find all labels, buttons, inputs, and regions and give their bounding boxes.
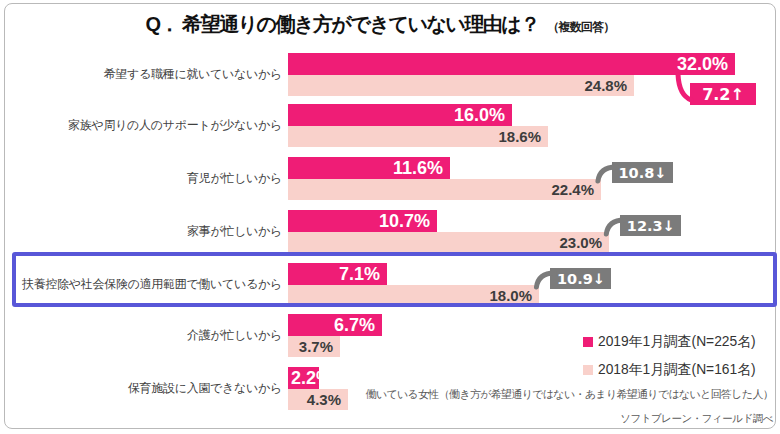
value-label-2018: 22.4% xyxy=(551,179,594,200)
legend-item-2018: 2018年1月調査(N=161名) xyxy=(583,361,756,379)
category-label: 育児が忙しいから xyxy=(187,157,282,200)
value-label-2018: 3.7% xyxy=(299,336,333,357)
change-badge: 7.2↑ xyxy=(690,83,756,105)
value-label-2018: 18.6% xyxy=(498,126,541,147)
value-label-2019: 10.7% xyxy=(379,210,430,232)
value-label-2019: 11.6% xyxy=(393,157,443,179)
bar-2019: 32.0% xyxy=(288,53,735,75)
value-label-2019: 6.7% xyxy=(334,314,375,336)
value-label-2018: 23.0% xyxy=(559,232,602,253)
legend-item-2019: 2019年1月調査(N=225名) xyxy=(583,333,756,351)
bar-2018: 23.0% xyxy=(288,232,609,253)
bar-2019: 11.6% xyxy=(288,157,450,179)
value-label-2018: 24.8% xyxy=(584,75,627,96)
page-title: Q． 希望通りの働き方ができていない理由は？ xyxy=(146,13,539,35)
category-label: 家事が忙しいから xyxy=(187,210,282,253)
bar-2018: 24.8% xyxy=(288,75,634,96)
category-label: 介護が忙しいから xyxy=(187,314,282,357)
value-label-2019: 2.2% xyxy=(291,367,319,389)
bar-2018: 3.7% xyxy=(288,336,340,357)
bar-2018: 18.6% xyxy=(288,126,548,147)
category-label: 家族や周りの人のサポートが少ないから xyxy=(68,104,282,147)
legend-swatch-2019 xyxy=(583,337,593,347)
change-badge: 10.8↓ xyxy=(612,162,673,183)
chart-title-row: Q． 希望通りの働き方ができていない理由は？ （複数回答） xyxy=(0,11,760,38)
bar-2019: 6.7% xyxy=(288,314,382,336)
credit: ソフトブレーン・フィールド調べ xyxy=(620,412,773,426)
bar-2019: 2.2% xyxy=(288,367,319,389)
bar-2019: 10.7% xyxy=(288,210,437,232)
footnote: 働いている女性（働き方が希望通りではない・あまり希望通りではないと回答した人） xyxy=(366,387,773,402)
category-label: 希望する職種に就いていないから xyxy=(104,53,282,96)
bar-2019: 16.0% xyxy=(288,104,512,126)
change-badge: 12.3↓ xyxy=(620,215,681,236)
value-label-2019: 32.0% xyxy=(677,53,728,75)
highlight-box xyxy=(12,252,777,307)
legend-label-2019: 2019年1月調査(N=225名) xyxy=(598,333,756,351)
value-label-2019: 16.0% xyxy=(454,104,505,126)
legend-label-2018: 2018年1月調査(N=161名) xyxy=(598,361,756,379)
legend-swatch-2018 xyxy=(583,365,593,375)
bar-2018: 4.3% xyxy=(288,389,348,410)
bar-2018: 22.4% xyxy=(288,179,601,200)
value-label-2018: 4.3% xyxy=(307,389,341,410)
page-subtitle: （複数回答） xyxy=(547,20,614,34)
category-label: 保育施設に入園できないから xyxy=(128,367,282,410)
